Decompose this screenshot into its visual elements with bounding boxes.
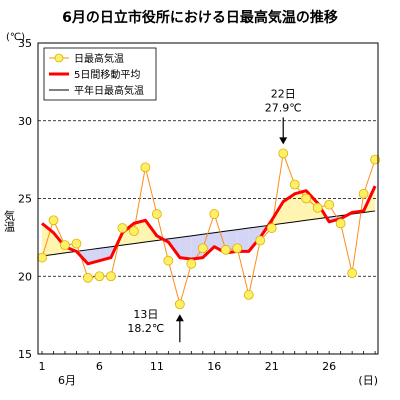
fill-below-normal <box>87 248 100 264</box>
legend-marker-daily-max <box>54 53 64 63</box>
plot-frame <box>37 42 379 355</box>
daily-max-point <box>186 258 197 269</box>
y-tick-label: 30 <box>18 115 32 128</box>
daily-max-point <box>60 240 70 251</box>
daily-max-point <box>278 148 289 159</box>
fill-above-normal <box>133 220 146 244</box>
daily-max-point <box>83 272 93 283</box>
daily-max-point <box>220 244 231 255</box>
x-tick-label: 26 <box>322 360 336 373</box>
daily-max-point <box>243 290 254 300</box>
daily-max-point <box>289 179 300 190</box>
daily-max-point <box>312 202 323 213</box>
daily-max-point <box>117 223 128 233</box>
daily-max-point <box>37 252 47 263</box>
normal-temperature-line <box>41 210 376 257</box>
x-tick-label: 1 <box>39 360 46 373</box>
annotation-arrow-head <box>175 314 184 322</box>
x-tick-label: 16 <box>207 360 221 373</box>
y-tick-label: 25 <box>18 193 32 206</box>
y-tick-label: 15 <box>18 348 32 361</box>
x-tick-label: 11 <box>150 360 164 373</box>
daily-max-point <box>358 188 369 199</box>
series-layer <box>37 148 381 310</box>
fill-below-normal <box>179 235 192 260</box>
y-axis-label: 気温 <box>3 209 16 232</box>
chart-title: 6月の日立市役所における日最高気温の推移 <box>62 9 338 26</box>
x-unit-label: (日) <box>358 374 378 387</box>
daily-max-point <box>209 209 220 219</box>
annotation-value-label: 27.9℃ <box>265 101 302 114</box>
x-tick-label: 21 <box>265 360 279 373</box>
daily-max-point <box>255 235 266 246</box>
y-tick-label: 35 <box>18 37 32 50</box>
legend-label: 平年日最高気温 <box>74 84 144 97</box>
daily-max-point <box>232 243 243 254</box>
daily-max-point <box>347 268 358 279</box>
daily-max-point <box>71 238 82 249</box>
legend-label: 日最高気温 <box>74 52 124 65</box>
daily-max-point <box>94 271 105 282</box>
daily-max-line <box>41 151 376 307</box>
daily-max-point <box>106 271 116 282</box>
annotation-value-label: 18.2℃ <box>127 322 164 335</box>
daily-max-point <box>324 199 335 210</box>
y-unit-label: (℃) <box>6 32 25 43</box>
daily-max-point <box>370 154 381 165</box>
annotation-day-label: 13日 <box>133 308 158 321</box>
annotation-day-label: 22日 <box>271 87 296 100</box>
daily-max-point <box>48 215 59 226</box>
daily-max-point <box>197 243 208 254</box>
x-tick-label: 6 <box>96 360 103 373</box>
daily-max-point <box>140 162 151 173</box>
daily-max-point <box>163 255 174 266</box>
fill-below-normal <box>248 226 261 252</box>
daily-max-point <box>128 226 139 237</box>
daily-max-point <box>266 223 277 233</box>
daily-max-point <box>174 299 185 310</box>
legend-label: 5日間移動平均 <box>74 68 140 81</box>
daily-max-point <box>301 193 312 204</box>
daily-max-point <box>151 209 162 219</box>
daily-max-point <box>335 218 346 229</box>
annotation-arrow-head <box>279 137 288 145</box>
month-label: 6月 <box>58 374 76 387</box>
y-tick-label: 20 <box>18 270 32 283</box>
